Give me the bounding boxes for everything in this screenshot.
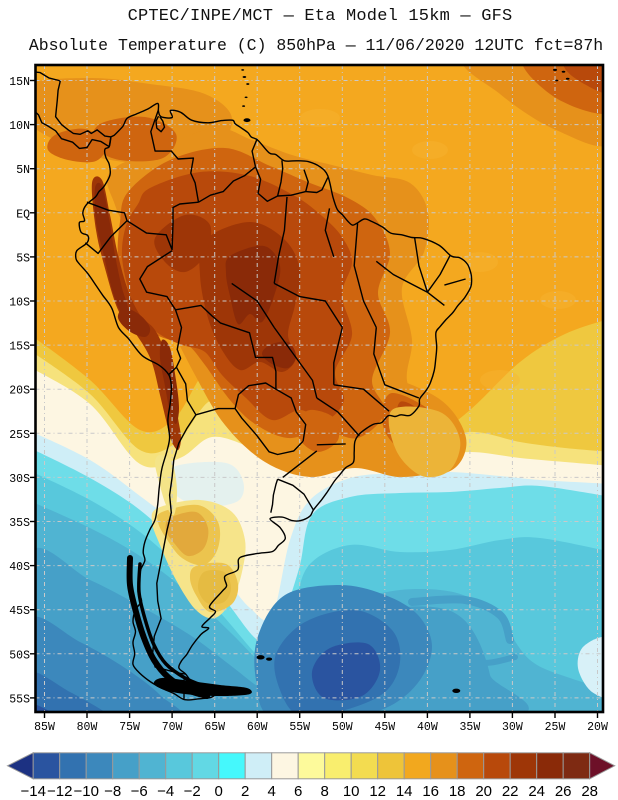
svg-text:70W: 70W — [162, 721, 183, 734]
svg-text:−6: −6 — [131, 783, 148, 800]
svg-text:4: 4 — [268, 783, 276, 800]
svg-text:5N: 5N — [16, 164, 30, 177]
svg-text:2: 2 — [241, 783, 249, 800]
svg-text:35S: 35S — [9, 517, 30, 530]
svg-text:10S: 10S — [9, 297, 30, 310]
svg-text:28: 28 — [581, 783, 598, 800]
svg-text:26: 26 — [555, 783, 572, 800]
svg-text:−2: −2 — [184, 783, 201, 800]
svg-text:25S: 25S — [9, 429, 30, 442]
svg-text:55W: 55W — [289, 721, 310, 734]
svg-text:40S: 40S — [9, 561, 30, 574]
svg-text:10N: 10N — [9, 120, 30, 133]
svg-text:EQ: EQ — [16, 208, 30, 221]
svg-text:−4: −4 — [157, 783, 174, 800]
svg-text:75W: 75W — [119, 721, 140, 734]
svg-text:80W: 80W — [77, 721, 98, 734]
svg-text:12: 12 — [369, 783, 386, 800]
svg-text:20S: 20S — [9, 385, 30, 398]
svg-text:30S: 30S — [9, 473, 30, 486]
svg-text:16: 16 — [422, 783, 439, 800]
svg-text:55S: 55S — [9, 693, 30, 706]
svg-text:−12: −12 — [47, 783, 72, 800]
svg-text:8: 8 — [321, 783, 329, 800]
svg-text:−8: −8 — [104, 783, 121, 800]
svg-text:20W: 20W — [587, 721, 608, 734]
svg-text:14: 14 — [396, 783, 413, 800]
svg-text:18: 18 — [449, 783, 466, 800]
svg-text:Absolute Temperature (C) 850hP: Absolute Temperature (C) 850hPa — 11/06/… — [29, 36, 603, 55]
svg-text:40W: 40W — [417, 721, 438, 734]
svg-text:24: 24 — [528, 783, 545, 800]
svg-text:22: 22 — [502, 783, 519, 800]
svg-text:5S: 5S — [16, 252, 30, 265]
svg-text:65W: 65W — [204, 721, 225, 734]
svg-text:0: 0 — [215, 783, 223, 800]
svg-text:15N: 15N — [9, 76, 30, 89]
svg-text:45S: 45S — [9, 605, 30, 618]
svg-text:50S: 50S — [9, 649, 30, 662]
svg-text:45W: 45W — [374, 721, 395, 734]
svg-text:35W: 35W — [460, 721, 481, 734]
svg-text:CPTEC/INPE/MCT — Eta Model 15: CPTEC/INPE/MCT — Eta Model 15km — GFS — [128, 7, 513, 26]
svg-text:−14: −14 — [20, 783, 45, 800]
svg-text:25W: 25W — [545, 721, 566, 734]
svg-text:20: 20 — [475, 783, 492, 800]
svg-text:50W: 50W — [332, 721, 353, 734]
svg-text:−10: −10 — [73, 783, 98, 800]
svg-text:85W: 85W — [34, 721, 55, 734]
svg-text:30W: 30W — [502, 721, 523, 734]
svg-text:15S: 15S — [9, 341, 30, 354]
svg-text:10: 10 — [343, 783, 360, 800]
svg-text:6: 6 — [294, 783, 302, 800]
svg-text:60W: 60W — [247, 721, 268, 734]
